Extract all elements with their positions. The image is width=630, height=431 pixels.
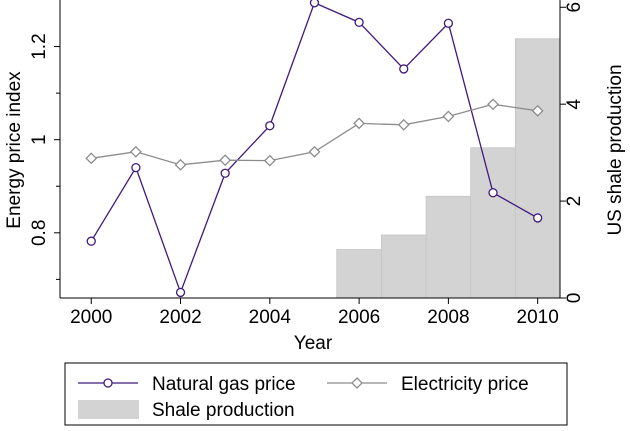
electricity-price-point-2003 — [219, 154, 232, 167]
shale-bar-2008 — [425, 195, 472, 299]
legend-shale-label: Shale production — [152, 400, 295, 421]
natural-gas-price-point-2005 — [309, 0, 320, 8]
shale-bar-2010 — [514, 38, 561, 299]
electricity-price-point-2009 — [487, 98, 499, 111]
electricity-price-point-2002 — [174, 158, 187, 171]
natural-gas-price-point-2008 — [443, 18, 454, 28]
legend-box — [64, 362, 568, 426]
natural-gas-price-point-2007 — [399, 64, 409, 74]
y-left-tick-label-2: 1.2 — [29, 33, 50, 59]
y-right-tick-label-3: 6 — [564, 2, 585, 13]
plot-frame — [59, 0, 561, 299]
natural-gas-price-point-2002 — [175, 287, 186, 298]
x-tick-label-2004: 2004 — [249, 307, 292, 328]
shale-bar-2007 — [381, 234, 427, 299]
y-right-tick-label-1: 2 — [564, 196, 585, 207]
x-axis-label: Year — [294, 333, 333, 354]
series-lines — [85, 0, 544, 298]
legend-electricity-label: Electricity price — [401, 374, 529, 395]
y-right-tick-label-0: 0 — [564, 293, 585, 304]
x-tick-label-2006: 2006 — [338, 307, 380, 328]
natural-gas-price-point-2004 — [265, 121, 275, 131]
natural-gas-price-point-2001 — [131, 162, 141, 173]
x-tick-label-2002: 2002 — [159, 307, 201, 328]
axis-ticks: 2000 2002 2004 2006 2008 2010 0.8 1 1.2 0 2 4 6 — [29, 2, 585, 328]
electricity-price-point-2005 — [308, 145, 321, 158]
electricity-price-point-2001 — [129, 145, 142, 158]
shale-bar-2009 — [470, 147, 516, 299]
shale-bars — [336, 38, 561, 299]
y-right-tick-label-2: 4 — [564, 98, 585, 109]
electricity-price-point-2008 — [442, 110, 455, 123]
natural-gas-price-point-2006 — [354, 17, 364, 28]
natural-gas-price-point-2003 — [220, 168, 230, 178]
legend: Natural gas price Electricity price Shal… — [64, 362, 568, 426]
x-tick-label-2008: 2008 — [427, 307, 469, 328]
x-tick-label-2010: 2010 — [517, 307, 559, 328]
natural-gas-price-point-2010 — [533, 213, 543, 223]
electricity-price-point-2004 — [263, 154, 276, 167]
natural-gas-price-point-2000 — [86, 236, 96, 246]
electricity-price-point-2007 — [397, 118, 410, 131]
electricity-price-point-2010 — [531, 104, 544, 117]
y-axis-left-label: Energy price index — [4, 71, 25, 229]
electricity-price-point-2000 — [85, 152, 98, 165]
legend-natural-gas-label: Natural gas price — [152, 374, 296, 395]
shale-bar-2006 — [336, 249, 382, 299]
y-left-tick-label-0: 0.8 — [29, 220, 50, 246]
legend-shale-swatch — [78, 400, 139, 419]
natural-gas-price-point-2009 — [488, 188, 498, 198]
legend-natural-gas-marker — [103, 378, 113, 388]
legend-electricity-marker — [351, 377, 363, 389]
electricity-price-point-2006 — [353, 117, 366, 130]
y-axis-right-label: US shale production — [605, 64, 626, 235]
x-tick-label-2000: 2000 — [70, 307, 112, 328]
y-left-tick-label-1: 1 — [29, 134, 50, 145]
